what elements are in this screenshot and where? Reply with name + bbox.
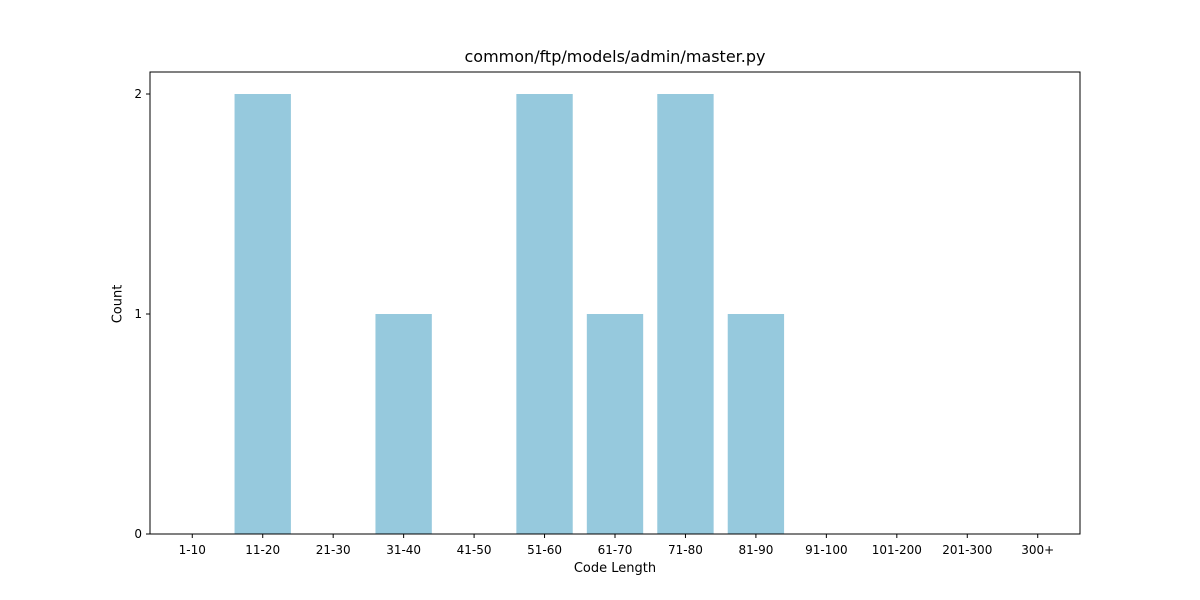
chart-title: common/ftp/models/admin/master.py	[464, 47, 766, 66]
y-axis-label: Count	[110, 284, 126, 324]
bar-71-80	[657, 94, 714, 534]
x-tick-label: 201-300	[942, 543, 992, 557]
x-tick-label: 1-10	[179, 543, 206, 557]
bar-81-90	[727, 314, 785, 534]
y-tick-label: 1	[134, 307, 142, 321]
x-tick-label: 81-90	[738, 543, 773, 557]
x-tick-label: 21-30	[316, 543, 351, 557]
bar-31-40	[375, 314, 432, 534]
bar-11-20	[234, 94, 291, 534]
x-tick-label: 91-100	[805, 543, 848, 557]
x-axis-label: Code Length	[573, 561, 657, 576]
x-tick-label: 101-200	[872, 543, 922, 557]
x-tick-label: 71-80	[668, 543, 703, 557]
x-tick-label: 300+	[1021, 543, 1054, 557]
x-tick-label: 31-40	[386, 543, 421, 557]
x-tick-label: 61-70	[598, 543, 633, 557]
y-tick-label: 2	[134, 87, 142, 101]
bar-61-70	[586, 314, 644, 534]
x-tick-label: 11-20	[245, 543, 280, 557]
x-tick-label: 51-60	[527, 543, 562, 557]
x-tick-label: 41-50	[457, 543, 492, 557]
bar-51-60	[516, 94, 573, 534]
y-tick-label: 0	[134, 527, 142, 541]
